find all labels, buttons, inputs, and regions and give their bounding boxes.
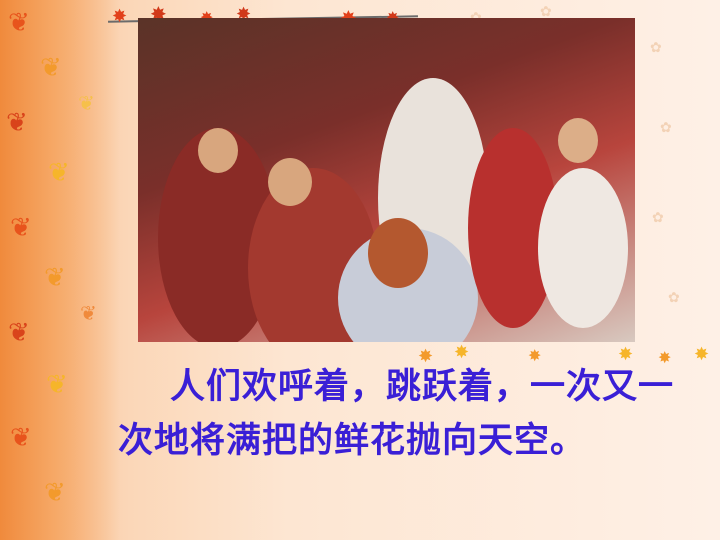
maple-leaf-icon: ✸ [618, 344, 634, 365]
maple-leaf-icon: ✸ [658, 348, 672, 367]
celebration-photo [138, 18, 635, 342]
maple-leaf-icon: ✸ [454, 342, 470, 363]
maple-leaf-icon: ✸ [694, 344, 710, 365]
maple-leaf-icon: ✸ [418, 346, 434, 367]
flower-icon: ✿ [650, 40, 662, 56]
autumn-leaves-border: ❦ ❦ ❦ ❦ ❦ ❦ ❦ ❦ ❦ ❦ ❦ ❦ [0, 0, 120, 540]
caption-text: 人们欢呼着，跳跃着，一次又一次地将满把的鲜花抛向天空。 [118, 367, 675, 461]
flower-icon: ✿ [652, 210, 664, 226]
maple-leaf-icon: ✸ [112, 6, 128, 27]
slide-caption: 人们欢呼着，跳跃着，一次又一次地将满把的鲜花抛向天空。 [118, 360, 708, 468]
bottom-leaf-garland: ✸ ✸ ✸ ✸ ✸ ✸ [418, 342, 718, 370]
flower-icon: ✿ [660, 120, 672, 136]
flower-icon: ✿ [668, 290, 680, 306]
flower-icon: ✿ [540, 4, 552, 20]
maple-leaf-icon: ✸ [528, 346, 542, 365]
